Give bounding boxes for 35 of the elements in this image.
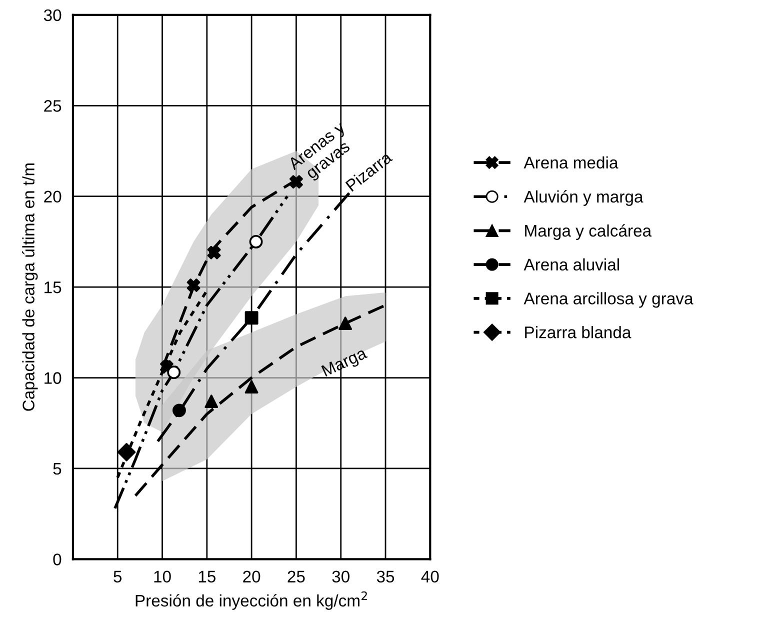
point — [249, 234, 263, 248]
point — [204, 394, 218, 408]
point — [186, 278, 200, 292]
annotation: Marga — [321, 346, 370, 380]
y-tick-label: 10 — [44, 372, 62, 384]
x-tick-label: 30 — [332, 570, 350, 583]
y-tick-label: 20 — [44, 190, 62, 203]
legend-label: Aluvión y marga — [524, 190, 644, 206]
point — [172, 404, 186, 418]
point — [244, 311, 258, 325]
point — [167, 366, 181, 380]
y-tick-label: 25 — [44, 100, 62, 112]
point — [338, 316, 352, 330]
legend-label: Arena media — [524, 156, 618, 169]
y-axis-title: Capacidad de carga última en t/m — [22, 164, 38, 411]
legend-label: Arena aluvial — [524, 258, 619, 271]
x-tick-label: 5 — [114, 570, 122, 583]
y-tick-label: 0 — [53, 554, 62, 566]
point — [117, 443, 136, 462]
x-tick-label: 40 — [421, 570, 439, 583]
x-tick-label: 15 — [198, 570, 216, 583]
legend-label: Arena arcillosa y grava — [524, 292, 694, 308]
y-tick-label: 15 — [44, 282, 62, 294]
point — [207, 246, 221, 260]
y-tick-label: 5 — [53, 463, 62, 475]
x-axis-title: Presión de inyección en kg/cm$^{2}$ — [136, 591, 367, 610]
legend-label: Marga y calcárea — [525, 224, 652, 240]
x-tick-label: 20 — [243, 570, 260, 583]
point — [289, 175, 303, 189]
x-tick-label: 35 — [376, 570, 394, 583]
y-tick-label: 30 — [44, 9, 62, 22]
x-tick-label: 10 — [154, 570, 171, 583]
x-tick-label: 25 — [288, 570, 305, 583]
point — [244, 380, 258, 394]
legend-label: Pizarra blanda — [525, 326, 632, 338]
